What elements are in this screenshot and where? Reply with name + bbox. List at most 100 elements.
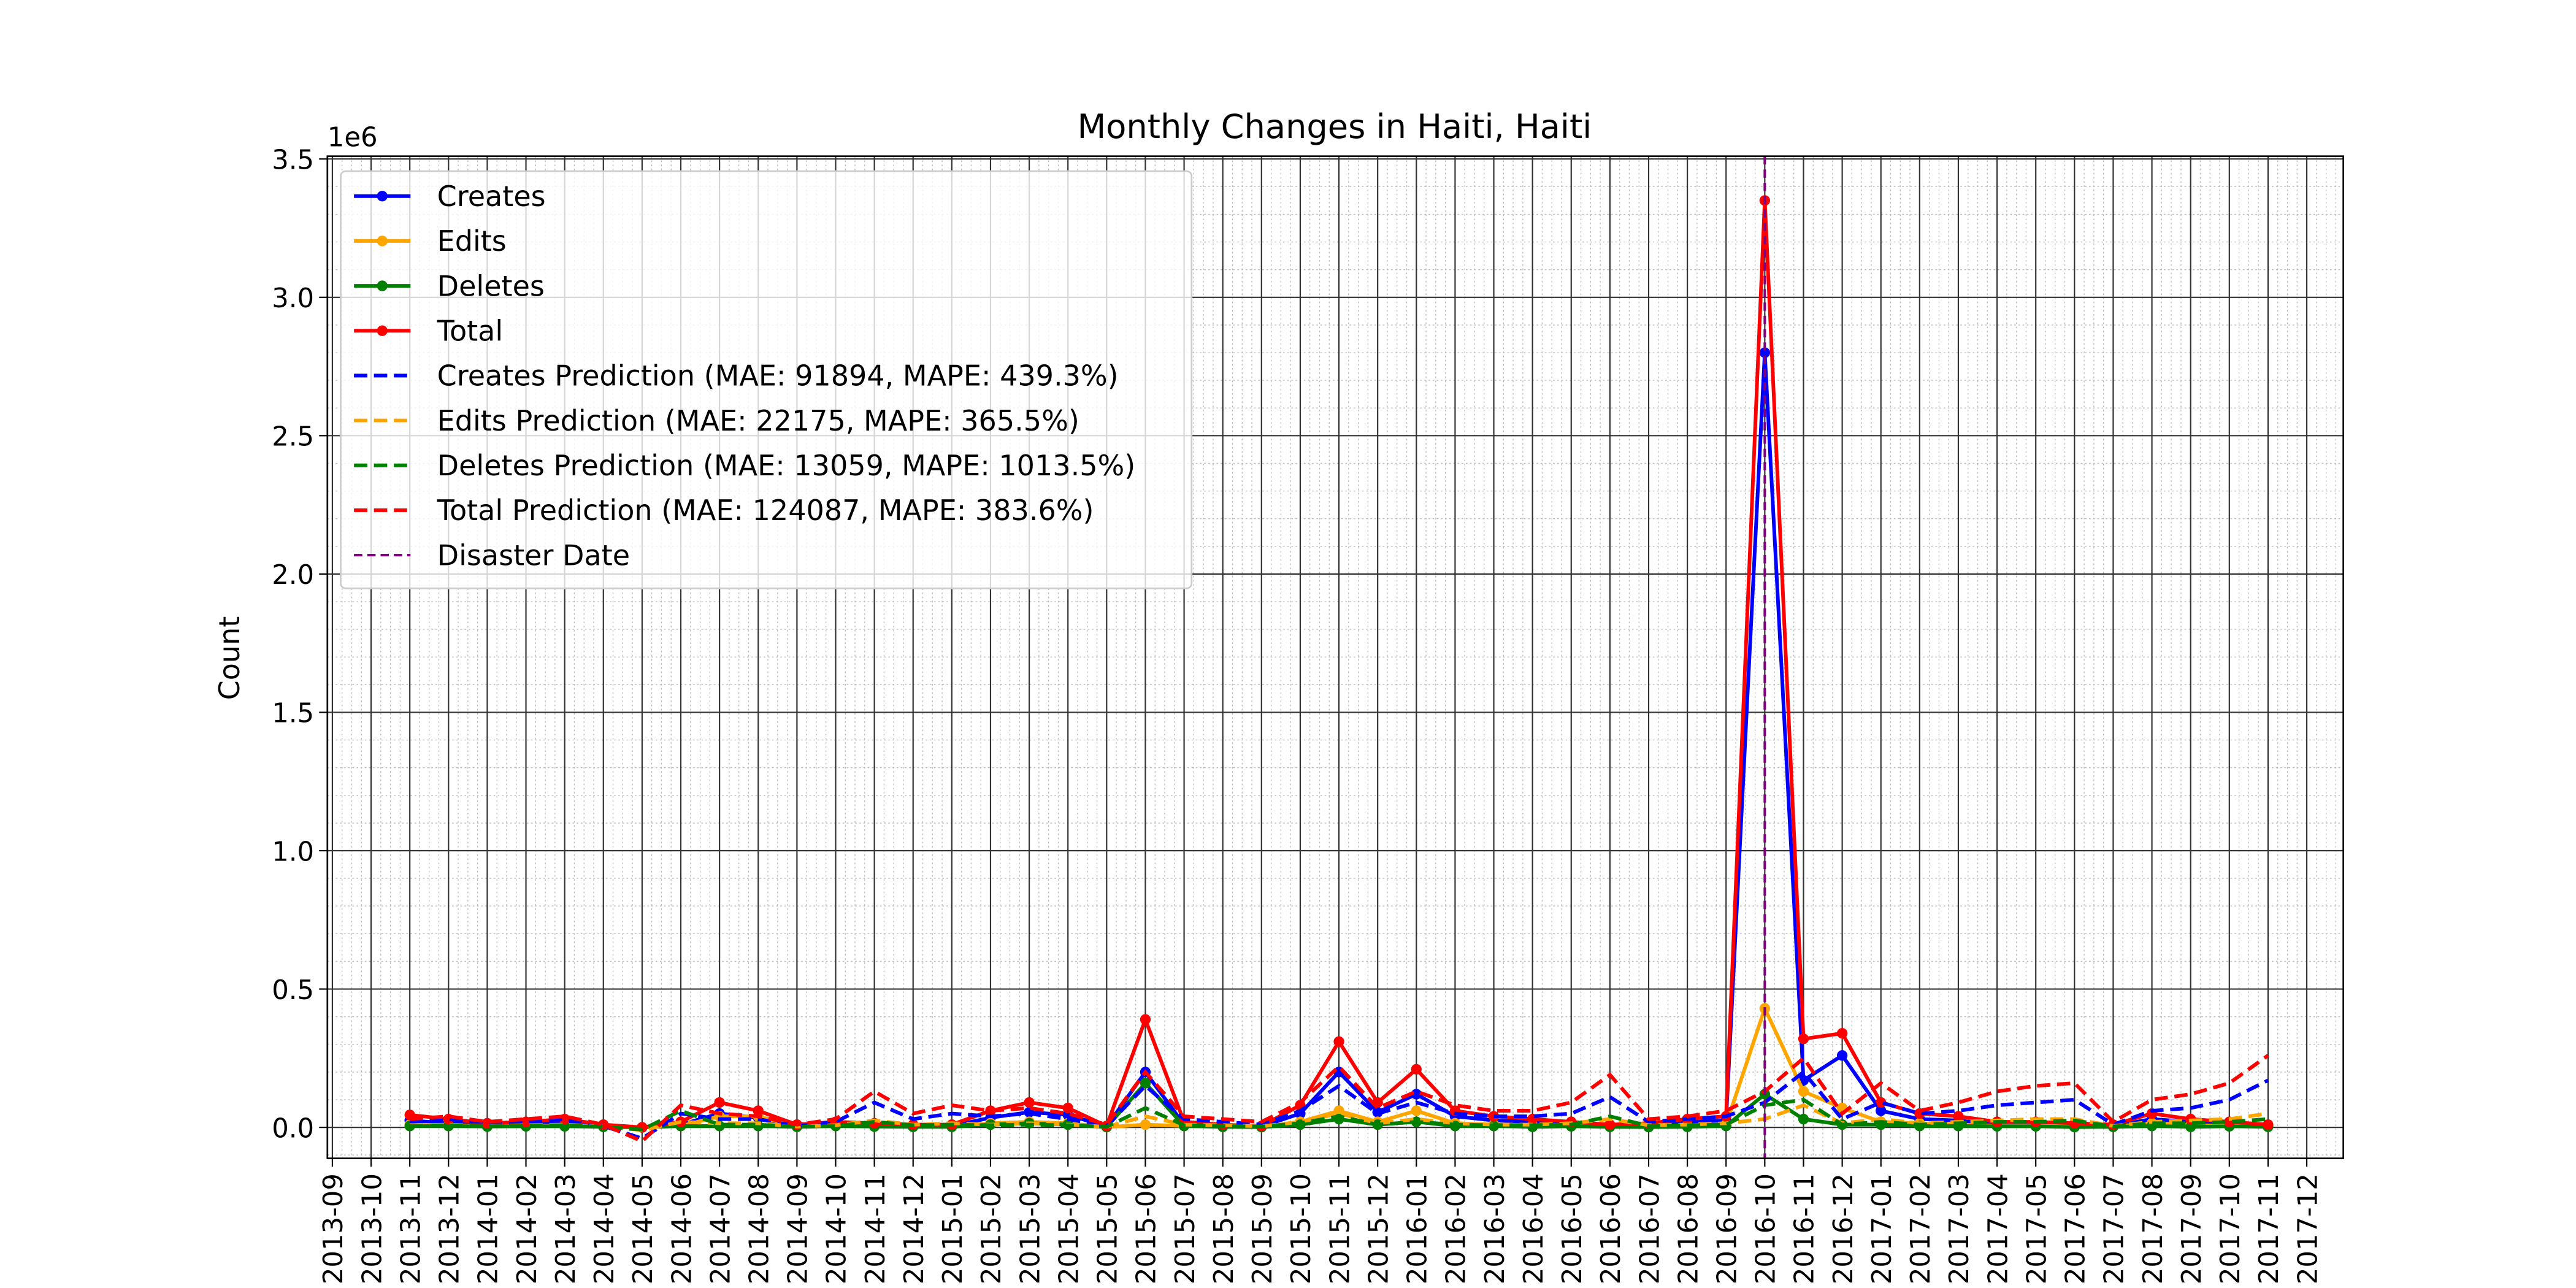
x-tick-label: 2014-05 — [628, 1173, 659, 1284]
legend-label: Disaster Date — [437, 539, 630, 572]
legend-label: Creates — [437, 180, 546, 213]
data-point — [1798, 1033, 1809, 1045]
x-tick-label: 2014-01 — [473, 1173, 504, 1284]
data-point — [1024, 1097, 1035, 1108]
legend-marker — [377, 280, 388, 291]
x-tick-label: 2017-11 — [2254, 1173, 2285, 1284]
data-point — [1411, 1089, 1422, 1100]
legend-marker — [377, 236, 388, 247]
x-tick-label: 2017-09 — [2177, 1173, 2207, 1284]
data-point — [1953, 1111, 1964, 1122]
x-tick-label: 2015-05 — [1093, 1173, 1124, 1284]
x-tick-label: 2015-07 — [1170, 1173, 1201, 1284]
data-point — [1140, 1119, 1151, 1130]
data-point — [985, 1105, 996, 1116]
y-axis-label: Count — [213, 616, 246, 700]
series-line — [410, 1097, 2269, 1132]
x-tick-label: 2014-06 — [667, 1173, 697, 1284]
data-point — [1876, 1105, 1887, 1116]
y-tick-label: 2.0 — [272, 560, 314, 591]
data-point — [1333, 1036, 1344, 1047]
data-point — [1411, 1105, 1422, 1116]
x-tick-label: 2013-12 — [435, 1173, 466, 1284]
data-point — [1759, 347, 1771, 358]
legend-marker — [377, 325, 388, 336]
x-tick-label: 2017-06 — [2061, 1173, 2091, 1284]
x-tick-label: 2017-04 — [1983, 1173, 2014, 1284]
x-tick-label: 2016-08 — [1673, 1173, 1704, 1284]
y-tick-label: 1.5 — [272, 699, 314, 729]
legend-label: Creates Prediction (MAE: 91894, MAPE: 43… — [437, 359, 1119, 393]
x-tick-label: 2015-12 — [1363, 1173, 1394, 1284]
plot-frame — [326, 155, 2344, 1159]
data-point — [520, 1116, 532, 1127]
y-tick-label: 2.5 — [272, 422, 314, 453]
x-tick-label: 2016-04 — [1519, 1173, 1549, 1284]
data-point — [1333, 1105, 1344, 1116]
x-tick-label: 2015-02 — [976, 1173, 1007, 1284]
x-tick-label: 2016-03 — [1480, 1173, 1511, 1284]
x-tick-label: 2017-05 — [2022, 1173, 2052, 1284]
chart-title: Monthly Changes in Haiti, Haiti — [1077, 107, 1592, 146]
x-tick-label: 2016-05 — [1557, 1173, 1588, 1284]
x-tick-label: 2017-02 — [1906, 1173, 1936, 1284]
x-tick-label: 2016-06 — [1596, 1173, 1627, 1284]
x-tick-label: 2013-10 — [357, 1173, 388, 1284]
x-tick-label: 2014-08 — [745, 1173, 775, 1284]
x-tick-label: 2016-11 — [1790, 1173, 1820, 1284]
x-tick-label: 2014-12 — [899, 1173, 930, 1284]
x-tick-label: 2015-01 — [938, 1173, 968, 1284]
data-point — [1140, 1078, 1151, 1089]
data-point — [2263, 1119, 2274, 1130]
x-tick-label: 2014-03 — [551, 1173, 581, 1284]
x-tick-label: 2017-12 — [2293, 1173, 2323, 1284]
x-tick-label: 2014-04 — [589, 1173, 620, 1284]
data-point — [1140, 1014, 1151, 1025]
x-tick-label: 2014-09 — [783, 1173, 814, 1284]
legend-marker — [377, 191, 388, 202]
x-tick-label: 2015-06 — [1132, 1173, 1162, 1284]
x-tick-label: 2016-10 — [1751, 1173, 1782, 1284]
y-tick-label: 3.0 — [272, 283, 314, 314]
x-tick-label: 2016-12 — [1828, 1173, 1859, 1284]
data-point — [753, 1105, 764, 1116]
y-tick-label: 3.5 — [272, 145, 314, 175]
x-tick-label: 2014-07 — [705, 1173, 736, 1284]
y-tick-label: 1.0 — [272, 837, 314, 867]
data-point — [1488, 1111, 1500, 1122]
x-tick-label: 2015-10 — [1286, 1173, 1317, 1284]
legend-label: Deletes — [437, 269, 545, 302]
y-tick-label: 0.5 — [272, 975, 314, 1006]
legend: Creates Edits Deletes Total Creates Predicti… — [340, 170, 1193, 589]
data-point — [1411, 1064, 1422, 1075]
x-tick-label: 2015-03 — [1015, 1173, 1046, 1284]
x-tick-label: 2017-03 — [1944, 1173, 1975, 1284]
x-tick-label: 2015-08 — [1209, 1173, 1240, 1284]
series-line — [409, 1054, 2269, 1144]
data-point — [1836, 1050, 1848, 1061]
legend-label: Total — [437, 314, 504, 347]
x-tick-label: 2013-11 — [396, 1173, 426, 1284]
legend-box — [340, 170, 1193, 589]
x-tick-label: 2015-11 — [1325, 1173, 1355, 1284]
x-tick-label: 2016-01 — [1403, 1173, 1433, 1284]
legend-label: Total Prediction (MAE: 124087, MAPE: 383… — [437, 494, 1094, 527]
x-tick-label: 2016-02 — [1441, 1173, 1472, 1284]
data-point — [714, 1097, 725, 1108]
y-tick-label: 0.0 — [272, 1113, 314, 1144]
x-tick-label: 2015-09 — [1248, 1173, 1278, 1284]
x-tick-label: 2014-11 — [861, 1173, 891, 1284]
x-tick-label: 2017-08 — [2138, 1173, 2169, 1284]
data-point — [1062, 1102, 1073, 1114]
x-tick-label: 2017-10 — [2215, 1173, 2246, 1284]
y-offset-label: 1e6 — [328, 122, 378, 153]
x-tick-label: 2016-07 — [1635, 1173, 1665, 1284]
legend-label: Edits — [437, 224, 507, 258]
legend-label: Edits Prediction (MAE: 22175, MAPE: 365.… — [437, 404, 1079, 437]
data-point — [1798, 1113, 1809, 1125]
x-tick-label: 2017-01 — [1867, 1173, 1898, 1284]
x-tick-label: 2016-09 — [1712, 1173, 1742, 1284]
x-tick-label: 2014-10 — [822, 1173, 853, 1284]
data-point — [1604, 1119, 1616, 1130]
